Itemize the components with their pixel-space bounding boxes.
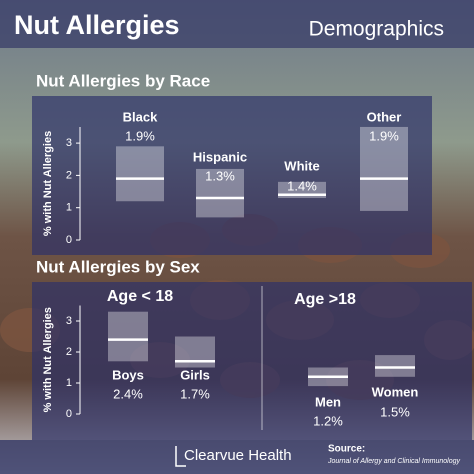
category-label: Boys [112,367,144,382]
logo [175,446,186,467]
y-tick-label: 3 [66,137,72,149]
category-label: Women [372,384,419,399]
group-label: Age >18 [294,291,356,308]
y-tick-label: 0 [66,408,72,420]
footer-band [0,440,474,474]
source: Journal of Allergy and Clinical Immunolo… [327,458,461,465]
category-label: Other [367,109,402,124]
brand: Clearvue Health [184,447,292,464]
chart-title: Nut Allergies by Sex [36,257,200,276]
y-axis-label: % with Nut Allergies [42,131,54,236]
panel [32,282,472,440]
y-tick-label: 3 [66,315,72,327]
chart-title: Nut Allergies by Race [36,71,210,90]
y-tick-label: 2 [66,346,72,358]
category-label: Hispanic [193,149,247,164]
value-label: 1.2% [313,413,343,428]
page-title: Nut Allergies [14,10,180,40]
category-label: Men [315,394,341,409]
y-tick-label: 0 [66,234,72,246]
value-label: 1.7% [180,386,210,401]
y-axis-label: % with Nut Allergies [42,307,54,412]
panel [32,96,432,255]
category-label: Girls [180,367,210,382]
y-tick-label: 1 [66,202,72,214]
value-label: 1.9% [125,128,155,143]
range-box [360,126,408,211]
range-box [116,146,164,202]
header-band [0,0,474,48]
range-box [175,336,215,368]
range-box [108,311,148,362]
range-box [375,355,415,377]
group-label: Age < 18 [107,288,173,305]
y-tick-label: 1 [66,377,72,389]
value-label: 1.9% [369,128,399,143]
value-label: 1.4% [287,178,317,193]
value-label: 1.5% [380,404,410,419]
category-label: White [284,158,319,173]
y-tick-label: 2 [66,169,72,181]
page-subtitle: Demographics [309,18,444,41]
source-label: Source: [328,444,365,455]
value-label: 1.3% [205,168,235,183]
range-box [196,168,244,218]
value-label: 2.4% [113,386,143,401]
category-label: Black [123,109,158,124]
